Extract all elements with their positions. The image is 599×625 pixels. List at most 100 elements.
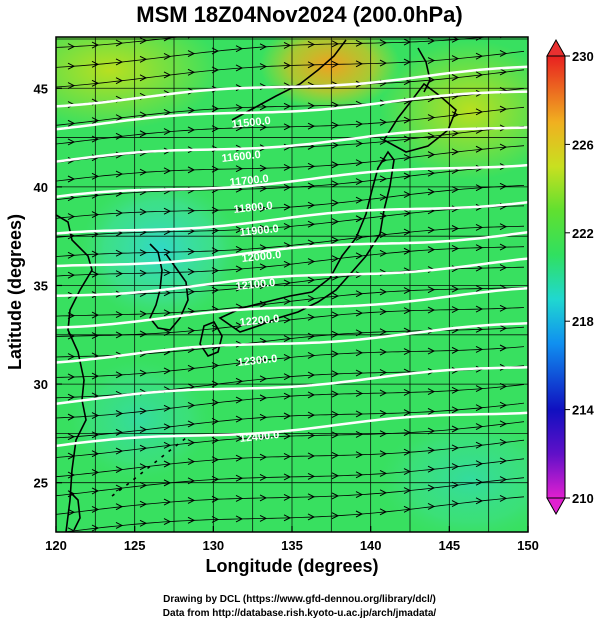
streamline-arrow bbox=[475, 345, 484, 353]
streamline bbox=[56, 37, 182, 48]
streamline-arrow bbox=[139, 330, 148, 338]
streamline-arrow bbox=[187, 288, 196, 296]
streamline-arrow bbox=[331, 472, 340, 480]
streamline-arrow bbox=[187, 420, 196, 428]
streamline-arrow bbox=[115, 58, 124, 66]
streamline-arrow bbox=[283, 335, 292, 343]
streamline-arrow bbox=[283, 412, 292, 420]
streamline-arrow bbox=[259, 244, 268, 252]
streamline-arrow bbox=[211, 165, 220, 173]
streamline-arrow bbox=[211, 436, 220, 444]
streamline-arrow bbox=[187, 68, 196, 76]
streamline-arrow bbox=[427, 465, 436, 473]
streamline-arrow bbox=[67, 508, 76, 516]
streamline-arrow bbox=[355, 178, 364, 186]
streamline-arrow bbox=[283, 373, 292, 381]
axis-ticks: 120 125 130 135 140 145 150 25 30 35 40 45 bbox=[34, 81, 539, 553]
streamline-arrow bbox=[355, 369, 364, 377]
streamline-arrow bbox=[451, 74, 460, 81]
streamline-arrow bbox=[379, 508, 388, 516]
streamline-arrow bbox=[139, 519, 148, 527]
streamline-arrow bbox=[499, 304, 508, 312]
streamline-arrow bbox=[331, 311, 340, 319]
streamline-arrow bbox=[139, 111, 148, 119]
streamline-arrow bbox=[475, 264, 484, 272]
streamline-arrow bbox=[331, 411, 340, 418]
streamline-arrow bbox=[307, 332, 316, 340]
streamline-arrow bbox=[283, 123, 292, 131]
streamline-arrow bbox=[235, 377, 244, 385]
streamline-arrow bbox=[499, 401, 508, 409]
streamline-arrow bbox=[115, 170, 124, 178]
streamline-arrow bbox=[331, 390, 340, 398]
streamline-arrow bbox=[211, 516, 220, 523]
streamline-arrow bbox=[403, 348, 412, 355]
streamline-arrow bbox=[307, 411, 316, 419]
streamline-arrow bbox=[475, 497, 484, 505]
streamline-arrow bbox=[403, 448, 412, 456]
streamline-arrow bbox=[211, 125, 220, 133]
streamline-arrow bbox=[427, 246, 436, 254]
streamline-arrow bbox=[307, 371, 316, 379]
streamline-arrow bbox=[499, 476, 508, 483]
y-tick-label: 35 bbox=[34, 278, 48, 293]
streamline-arrow bbox=[355, 252, 364, 260]
streamline-arrow bbox=[235, 396, 244, 404]
streamline-arrow bbox=[499, 438, 508, 446]
streamline-arrow bbox=[283, 62, 292, 69]
streamline-arrow bbox=[427, 388, 436, 396]
streamline-arrow bbox=[379, 39, 388, 47]
streamline-arrow bbox=[403, 116, 412, 124]
streamline-arrow bbox=[403, 209, 412, 217]
contour-line bbox=[56, 65, 528, 108]
contour-label: 12300.0 bbox=[237, 353, 278, 369]
streamline-arrow bbox=[67, 213, 76, 221]
height-contours bbox=[56, 65, 528, 448]
x-tick-label: 130 bbox=[202, 538, 224, 553]
streamline-arrow bbox=[235, 265, 244, 273]
streamline-arrow bbox=[187, 126, 196, 134]
colorbar-tick-label: 222 bbox=[572, 226, 594, 241]
contour-line bbox=[56, 231, 528, 268]
streamline-arrow bbox=[379, 118, 388, 126]
streamline-arrow bbox=[331, 161, 340, 169]
streamline-arrow bbox=[163, 518, 172, 526]
colorbar-tick-label: 214 bbox=[572, 403, 594, 418]
streamline-arrow bbox=[499, 420, 508, 428]
streamline-arrow bbox=[91, 172, 100, 180]
cool-area-southeast bbox=[380, 420, 528, 532]
streamline-arrow bbox=[307, 391, 316, 399]
streamline-arrow bbox=[211, 417, 220, 425]
streamline-arrow bbox=[331, 40, 340, 48]
streamline-arrow bbox=[475, 423, 484, 431]
streamline-arrow bbox=[499, 264, 508, 272]
streamline-arrow bbox=[427, 151, 436, 159]
streamline-arrow bbox=[283, 392, 292, 400]
streamline-arrow bbox=[187, 106, 196, 114]
streamline-arrow bbox=[187, 516, 196, 524]
streamline-arrow bbox=[91, 412, 100, 419]
streamline-arrow bbox=[283, 260, 292, 268]
streamline-arrow bbox=[403, 154, 412, 161]
streamline-arrow bbox=[163, 128, 172, 136]
streamline-arrow bbox=[91, 117, 100, 125]
streamline-arrow bbox=[355, 451, 364, 459]
streamline-arrow bbox=[187, 458, 196, 466]
streamline-arrow bbox=[427, 169, 436, 177]
streamline-arrow bbox=[379, 348, 388, 356]
streamline-arrow bbox=[475, 223, 484, 231]
streamline-arrow bbox=[163, 309, 172, 317]
streamline-arrow bbox=[67, 119, 76, 127]
streamline-arrow bbox=[67, 138, 76, 146]
x-tick-label: 125 bbox=[124, 538, 146, 553]
contour-label: 12400.0 bbox=[239, 429, 280, 445]
streamline-arrow bbox=[187, 248, 196, 256]
streamline-arrow bbox=[403, 228, 412, 236]
streamline-arrow bbox=[499, 223, 508, 231]
streamline-arrow bbox=[115, 331, 124, 339]
streamline-arrow bbox=[499, 344, 508, 352]
streamline-arrow bbox=[475, 71, 484, 79]
streamline-arrow bbox=[355, 309, 364, 317]
streamline-arrow bbox=[91, 270, 100, 278]
y-axis-label: Latitude (degrees) bbox=[5, 213, 25, 370]
